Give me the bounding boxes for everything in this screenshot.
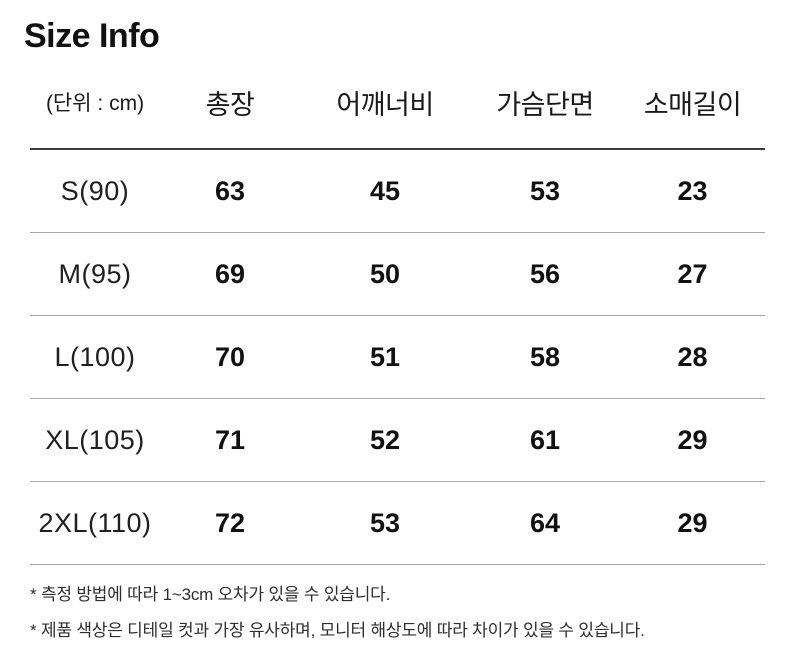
total-length-value: 63 [214,175,246,206]
shoulder-width-value: 51 [369,341,401,372]
size-label: L(100) [54,341,136,372]
size-label: S(90) [60,175,130,206]
total-length-value: 72 [214,507,246,538]
column-header-chest-width: 가슴단면 [496,89,594,120]
unit-label: (단위 : cm) [45,92,145,115]
measurement-tolerance-note: * 측정 방법에 따라 1~3cm 오차가 있을 수 있습니다. [30,585,391,604]
size-label: XL(105) [45,424,145,455]
size-label: M(95) [58,258,132,289]
shoulder-width-value: 52 [369,424,401,455]
page-title: Size Info [24,17,160,55]
size-table: (단위 : cm) 총장 어깨너비 가슴단면 소매길이 S(90) 63 45 … [30,56,765,565]
sleeve-length-value: 23 [677,175,708,206]
color-accuracy-note: * 제품 색상은 디테일 컷과 가장 유사하며, 모니터 해상도에 따라 차이가… [30,621,645,640]
total-length-value: 71 [214,424,246,455]
column-header-sleeve-length: 소매길이 [643,89,742,120]
table-header-row: (단위 : cm) 총장 어깨너비 가슴단면 소매길이 [30,56,765,150]
column-header-shoulder-width: 어깨너비 [336,89,434,120]
chest-width-value: 61 [529,424,561,455]
sleeve-length-value: 28 [677,341,708,372]
table-row-l: L(100) 70 51 58 28 [30,316,765,399]
table-row-2xl: 2XL(110) 72 53 64 29 [30,482,765,565]
table-row-m: M(95) 69 50 56 27 [30,233,765,316]
shoulder-width-value: 50 [369,258,401,289]
total-length-value: 69 [214,258,246,289]
chest-width-value: 64 [529,507,561,538]
table-row-s: S(90) 63 45 53 23 [30,150,765,233]
chest-width-value: 56 [529,258,561,289]
size-label: 2XL(110) [38,507,152,538]
chest-width-value: 53 [529,175,561,206]
sleeve-length-value: 27 [677,258,708,289]
column-header-total-length: 총장 [205,89,255,120]
shoulder-width-value: 45 [369,175,401,206]
table-row-xl: XL(105) 71 52 61 29 [30,399,765,482]
footnotes: * 측정 방법에 따라 1~3cm 오차가 있을 수 있습니다. * 제품 색상… [30,583,800,643]
shoulder-width-value: 53 [369,507,401,538]
chest-width-value: 58 [529,341,561,372]
sleeve-length-value: 29 [677,424,708,455]
sleeve-length-value: 29 [677,507,708,538]
total-length-value: 70 [214,341,246,372]
